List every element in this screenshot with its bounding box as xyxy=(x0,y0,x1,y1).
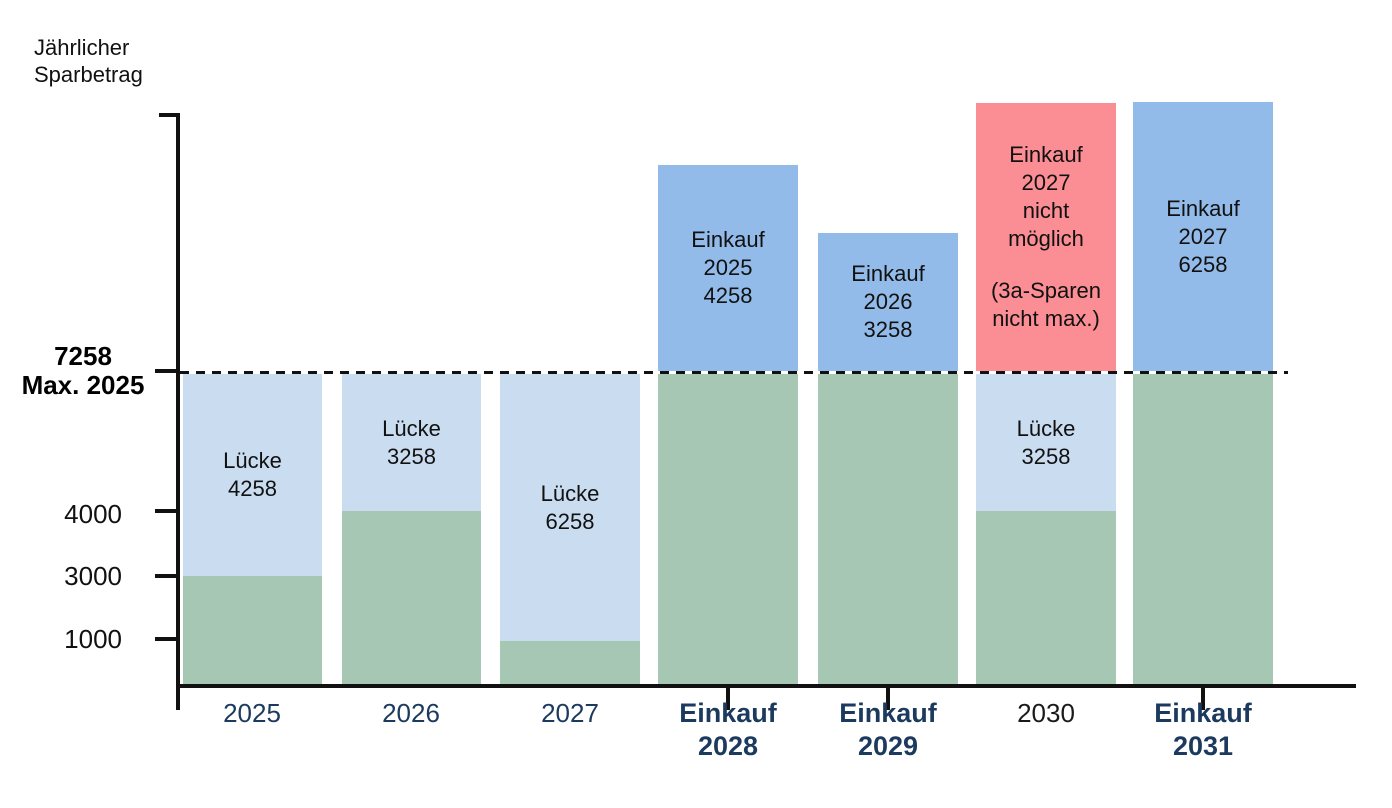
blocked-label-line3: nicht xyxy=(1022,198,1070,223)
bar-einkauf2029-purchase-segment: Einkauf 2026 3258 xyxy=(818,233,958,371)
gap-label-line2: 4258 xyxy=(228,476,277,501)
gap-label-line1: Lücke xyxy=(1016,415,1076,441)
y-axis-tick-label-3000: 3000 xyxy=(64,561,122,591)
bar-2025-saving-segment xyxy=(183,576,322,684)
bar-einkauf2028-purchase-segment: Einkauf 2025 4258 xyxy=(658,165,798,371)
y-axis-max-label: 7258 Max. 2025 xyxy=(14,342,152,400)
purchase-label-line3: 6258 xyxy=(1178,251,1228,277)
gap-label-line1: Lücke xyxy=(540,480,600,506)
max-reference-line xyxy=(180,371,1288,374)
x-axis-line xyxy=(176,684,1356,688)
chart-title: Jährlicher Sparbetrag xyxy=(34,34,234,88)
gap-label-line2: 3258 xyxy=(387,443,436,469)
gap-label-line2: 3258 xyxy=(1021,443,1071,469)
bar-2027-gap-label: Lücke 6258 xyxy=(541,480,600,536)
x-label-einkauf-2028: Einkauf 2028 xyxy=(648,697,808,763)
bar-2030-blocked-purchase-segment: Einkauf 2027 nicht möglich (3a-Sparen ni… xyxy=(976,103,1116,371)
x-label-2030: 2030 xyxy=(1017,698,1075,728)
bar-einkauf2028-saving-segment xyxy=(658,374,798,684)
gap-label-line2: 6258 xyxy=(545,508,595,534)
bar-2030-gap-label: Lücke 3258 xyxy=(1017,415,1076,471)
bar-2026-gap-label: Lücke 3258 xyxy=(382,415,441,471)
purchase-label-line3: 3258 xyxy=(863,317,913,342)
bar-2030-blocked-purchase-label: Einkauf 2027 nicht möglich (3a-Sparen ni… xyxy=(991,141,1101,333)
bar-einkauf2028-purchase-label: Einkauf 2025 4258 xyxy=(691,226,764,310)
y-axis-tick-1000 xyxy=(155,637,180,641)
bar-2026-gap-segment: Lücke 3258 xyxy=(342,374,481,511)
x-label-line1: Einkauf xyxy=(839,698,937,728)
y-axis-top-tick xyxy=(159,113,180,117)
bar-einkauf2029-saving-segment xyxy=(818,374,958,684)
purchase-label-line1: Einkauf xyxy=(1166,195,1240,221)
blocked-label-line4: möglich xyxy=(1008,226,1084,251)
purchase-label-line2: 2027 xyxy=(1178,223,1228,249)
x-axis-tick-einkauf-2031 xyxy=(1201,684,1205,710)
bar-2025-gap-label: Lücke 4258 xyxy=(223,447,282,503)
chart-title-line2: Sparbetrag xyxy=(34,62,143,87)
bar-einkauf2029-purchase-label: Einkauf 2026 3258 xyxy=(851,260,924,344)
y-axis-tick-3000 xyxy=(155,574,180,578)
bar-2027-saving-segment xyxy=(500,641,640,684)
x-label-2026: 2026 xyxy=(382,698,440,728)
y-axis-max-value: 7258 xyxy=(54,341,112,371)
blocked-note-line1: (3a-Sparen xyxy=(990,278,1102,303)
gap-label-line1: Lücke xyxy=(382,415,441,441)
x-axis-tick-einkauf-2029 xyxy=(886,684,890,710)
bar-einkauf2031-saving-segment xyxy=(1133,374,1273,684)
bar-2026-saving-segment xyxy=(342,511,481,684)
x-axis-tick-einkauf-2028 xyxy=(726,684,730,710)
x-label-einkauf-2031: Einkauf 2031 xyxy=(1123,697,1283,763)
x-label-line2: 2028 xyxy=(697,731,759,761)
bar-2025-gap-segment: Lücke 4258 xyxy=(183,374,322,576)
gap-label-line1: Lücke xyxy=(223,448,282,473)
bar-2030-saving-segment xyxy=(976,511,1116,684)
y-axis-max-caption: Max. 2025 xyxy=(21,370,145,400)
blocked-label-line2: 2027 xyxy=(1021,170,1071,195)
purchase-label-line1: Einkauf xyxy=(691,227,765,252)
x-label-einkauf-2029: Einkauf 2029 xyxy=(808,697,968,763)
chart-title-line1: Jährlicher xyxy=(34,35,130,60)
x-label-line2: 2029 xyxy=(857,731,919,761)
bar-einkauf2031-purchase-segment: Einkauf 2027 6258 xyxy=(1133,102,1273,371)
bar-2027-gap-segment: Lücke 6258 xyxy=(500,374,640,641)
purchase-label-line1: Einkauf xyxy=(851,261,925,286)
y-axis-tick-label-1000: 1000 xyxy=(64,624,122,654)
y-axis-tick-7258 xyxy=(155,369,180,373)
x-label-line2: 2031 xyxy=(1172,731,1234,761)
purchase-label-line3: 4258 xyxy=(703,283,753,308)
y-axis-tick-4000 xyxy=(155,509,180,513)
blocked-label-line1: Einkauf xyxy=(1009,142,1083,167)
purchase-label-line2: 2025 xyxy=(703,255,753,280)
bar-2030-gap-segment: Lücke 3258 xyxy=(976,374,1116,511)
x-label-2027: 2027 xyxy=(541,698,599,728)
x-label-line1: Einkauf xyxy=(679,698,777,728)
x-label-2025: 2025 xyxy=(223,698,281,728)
blocked-note-line2: nicht max.) xyxy=(992,306,1100,331)
y-axis-line xyxy=(176,113,180,710)
x-label-line1: Einkauf xyxy=(1154,698,1252,728)
purchase-label-line2: 2026 xyxy=(863,289,913,314)
y-axis-tick-label-4000: 4000 xyxy=(64,499,122,529)
bar-einkauf2031-purchase-label: Einkauf 2027 6258 xyxy=(1166,195,1239,279)
